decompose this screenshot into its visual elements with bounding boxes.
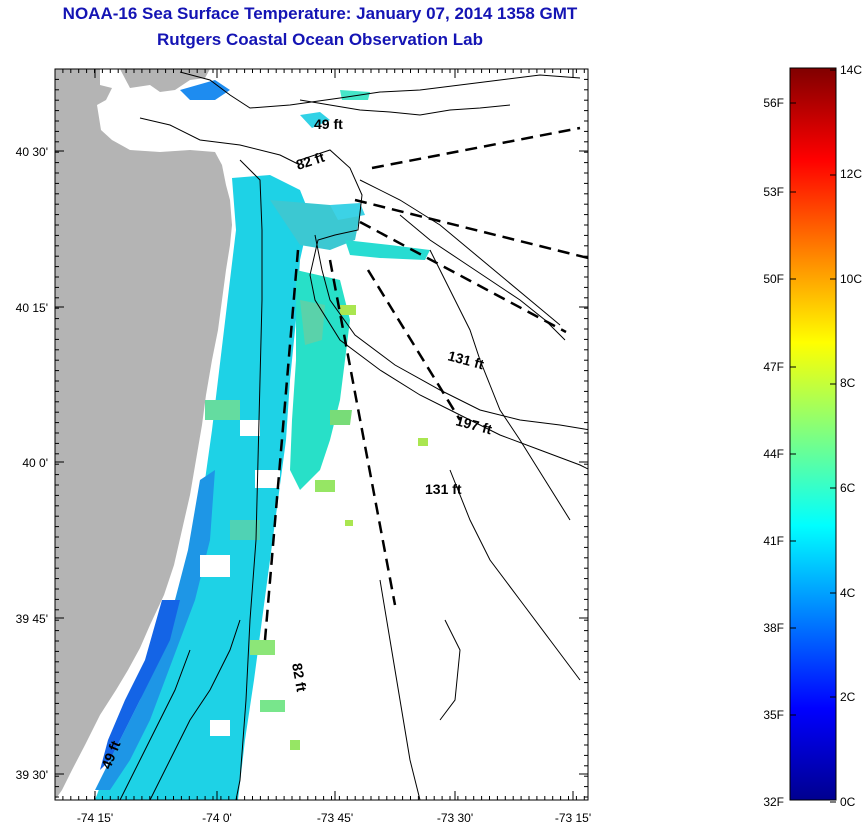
colorbar bbox=[789, 67, 837, 801]
lon-tick-label: -74 0' bbox=[202, 811, 232, 825]
depth-label: 131 ft bbox=[425, 481, 462, 497]
colorbar-ticks bbox=[790, 69, 836, 803]
depth-labels: 49 ft 82 ft 131 ft 197 ft 131 ft 82 ft 4… bbox=[98, 116, 494, 771]
lat-tick-label: 40 15' bbox=[16, 301, 48, 315]
nodata-patches bbox=[200, 420, 300, 774]
lat-tick-label: 40 30' bbox=[16, 145, 48, 159]
land-new-jersey bbox=[55, 69, 232, 800]
land-long-island-tip bbox=[120, 69, 210, 92]
fahrenheit-label: 50F bbox=[763, 272, 784, 286]
minor-ticks bbox=[54, 68, 588, 800]
lat-tick-label: 39 45' bbox=[16, 612, 48, 626]
fahrenheit-label: 41F bbox=[763, 534, 784, 548]
lon-tick-labels: -74 15' -74 0' -73 45' -73 30' -73 15' bbox=[77, 811, 591, 825]
fahrenheit-label: 56F bbox=[763, 96, 784, 110]
bathymetry-contours bbox=[119, 71, 588, 800]
celsius-label: 8C bbox=[840, 376, 856, 390]
fahrenheit-label: 44F bbox=[763, 447, 784, 461]
celsius-label: 2C bbox=[840, 690, 856, 704]
celsius-label: 4C bbox=[840, 586, 856, 600]
colorbar-fahrenheit-labels: 56F 53F 50F 47F 44F 41F 38F 35F 32F bbox=[763, 96, 784, 809]
celsius-label: 12C bbox=[840, 167, 862, 181]
map-title: NOAA-16 Sea Surface Temperature: January… bbox=[62, 4, 578, 23]
lon-tick-label: -73 15' bbox=[555, 811, 591, 825]
map-border bbox=[54, 68, 589, 801]
sst-pixels bbox=[95, 80, 430, 800]
fahrenheit-label: 47F bbox=[763, 360, 784, 374]
lat-tick-label: 39 30' bbox=[16, 768, 48, 782]
fahrenheit-label: 35F bbox=[763, 708, 784, 722]
dashed-transects bbox=[263, 126, 588, 641]
celsius-label: 0C bbox=[840, 795, 856, 809]
depth-label: 49 ft bbox=[314, 116, 343, 132]
colorbar-celsius-labels: 14C 12C 10C 8C 6C 4C 2C 0C bbox=[840, 63, 862, 809]
lon-tick-label: -74 15' bbox=[77, 811, 113, 825]
lon-tick-label: -73 30' bbox=[437, 811, 473, 825]
map-subtitle: Rutgers Coastal Ocean Observation Lab bbox=[157, 30, 483, 49]
fahrenheit-label: 32F bbox=[763, 795, 784, 809]
depth-label: 82 ft bbox=[289, 662, 310, 693]
lat-tick-labels: 40 30' 40 15' 40 0' 39 45' 39 30' bbox=[16, 145, 48, 782]
lon-tick-label: -73 45' bbox=[317, 811, 353, 825]
fahrenheit-label: 38F bbox=[763, 621, 784, 635]
celsius-label: 14C bbox=[840, 63, 862, 77]
fahrenheit-label: 53F bbox=[763, 185, 784, 199]
celsius-label: 10C bbox=[840, 272, 862, 286]
celsius-label: 6C bbox=[840, 481, 856, 495]
lat-tick-label: 40 0' bbox=[22, 456, 48, 470]
